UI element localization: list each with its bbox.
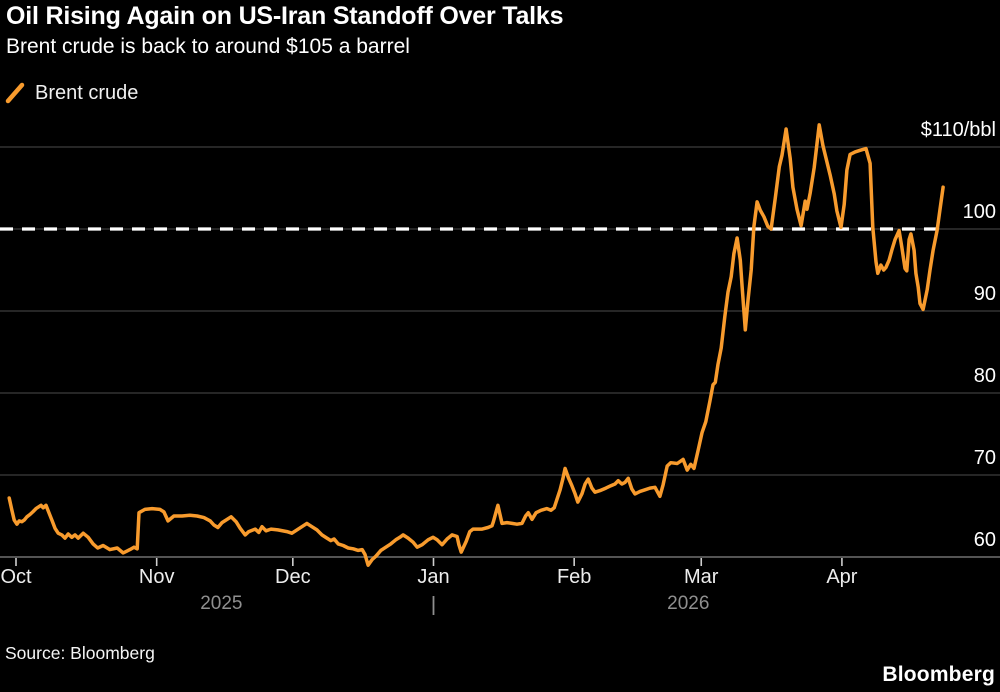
y-axis-label-70: 70 xyxy=(973,447,996,469)
y-axis-label-60: 60 xyxy=(973,529,996,551)
legend-label: Brent crude xyxy=(35,81,139,104)
x-axis-label-feb: Feb xyxy=(556,566,592,588)
x-axis-label-oct: Oct xyxy=(0,566,32,588)
x-axis-label-nov: Nov xyxy=(138,566,175,588)
x-axis-label-mar: Mar xyxy=(684,566,719,588)
bloomberg-logo: Bloomberg xyxy=(882,663,995,686)
x-axis-label-dec: Dec xyxy=(275,566,311,588)
year-label-2026: 2026 xyxy=(667,593,710,614)
brent-crude-line xyxy=(7,123,945,567)
x-axis-label-jan: Jan xyxy=(417,566,450,588)
year-label-2025: 2025 xyxy=(200,593,243,614)
x-axis-label-apr: Apr xyxy=(826,566,858,588)
y-axis-label-80: 80 xyxy=(973,365,996,387)
legend-line-icon xyxy=(5,82,25,104)
chart-subtitle: Brent crude is back to around $105 a bar… xyxy=(6,35,410,58)
legend: Brent crude xyxy=(4,81,138,105)
y-axis-label-110: $110/bbl xyxy=(920,119,996,141)
y-axis-label-90: 90 xyxy=(973,283,996,305)
source-note: Source: Bloomberg xyxy=(5,643,155,663)
y-axis-label-100: 100 xyxy=(962,201,996,223)
chart-title: Oil Rising Again on US-Iran Standoff Ove… xyxy=(6,2,564,30)
